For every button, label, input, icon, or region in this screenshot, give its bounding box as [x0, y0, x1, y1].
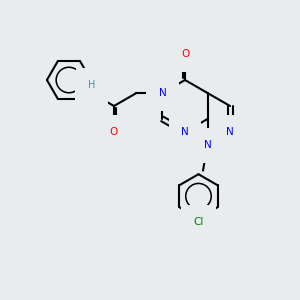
- Text: O: O: [110, 127, 118, 137]
- Text: N: N: [159, 88, 167, 98]
- Text: N: N: [204, 140, 212, 150]
- Text: O: O: [181, 49, 189, 59]
- Text: N: N: [226, 127, 234, 137]
- Text: N: N: [181, 127, 189, 137]
- Text: Cl: Cl: [193, 217, 204, 227]
- Text: N: N: [88, 88, 95, 98]
- Text: H: H: [88, 80, 95, 90]
